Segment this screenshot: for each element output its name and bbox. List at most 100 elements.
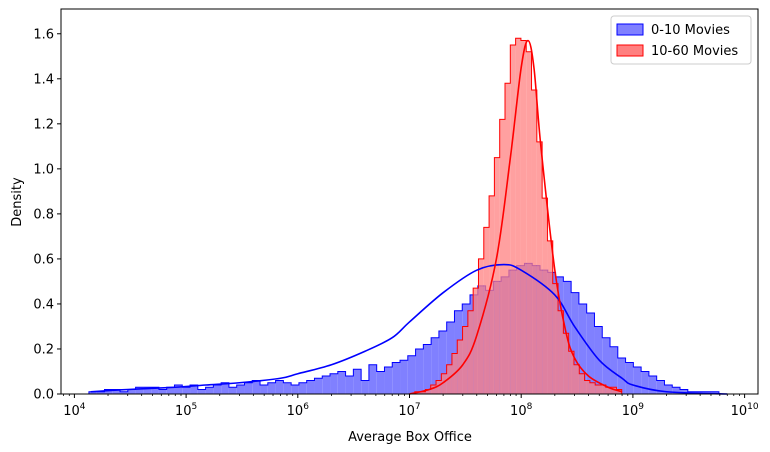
histogram-bin [407,355,416,394]
histogram-bin [617,357,626,394]
histogram-bin [291,384,299,394]
histogram-bin [680,389,688,394]
histogram-bin [213,384,222,394]
legend-swatch [616,23,644,36]
x-tick-label: 105 [175,402,197,419]
histogram-bin [584,380,590,394]
histogram-bin [648,375,657,394]
histogram-bin [457,339,463,394]
histogram-bin [633,366,642,394]
x-axis: 104 105 106 107 108 109 1010 [63,394,759,419]
histogram-bin [298,382,307,394]
x-tick-label: 107 [398,402,420,419]
legend-swatch [616,44,644,57]
histogram-bin [625,362,634,394]
legend-label: 0-10 Movies [651,23,730,38]
histogram-bin [611,387,617,394]
histogram-bin [536,141,543,394]
histogram-bin [589,382,596,394]
histogram-bin [425,389,431,394]
histogram-bin [267,382,276,394]
histogram-bin [568,351,574,394]
histogram-bin [392,362,401,394]
histogram-bin [306,380,315,394]
histogram-bin [96,391,105,394]
y-tick-label: 0.4 [33,297,54,312]
histogram-bin [563,333,569,394]
histogram-bin [322,375,331,394]
legend: 0-10 Movies 10-60 Movies [610,15,752,65]
histogram-bin [610,346,618,394]
x-tick-label: 1010 [731,402,759,419]
histogram-bin [499,119,506,394]
histogram-bin [430,384,437,394]
histogram-bin [182,387,191,394]
y-tick-label: 1.6 [33,27,54,42]
histogram-bin [579,373,585,394]
y-axis: 0.0 0.2 0.4 0.6 0.8 1.0 1.2 1.4 1.6 [33,27,61,403]
histogram-bin [656,380,665,394]
histogram-bin [88,391,97,394]
histogram-high [409,37,623,395]
x-tick-label: 108 [510,402,533,419]
histogram-bin [197,389,206,394]
histogram-bin [664,384,673,394]
histogram-bin [376,371,385,394]
y-tick-label: 0.0 [33,388,54,403]
histogram-bin [104,389,113,394]
histogram-bin [190,384,198,394]
y-tick-label: 0.6 [33,252,54,267]
histogram-bin [446,321,455,394]
histogram-bin [438,330,447,394]
y-tick-label: 0.8 [33,207,54,222]
histogram-bin [595,384,601,394]
histogram-bin [558,310,564,394]
histogram-bin [221,382,229,394]
x-tick-label: 106 [287,402,310,419]
histogram-bin [520,40,527,394]
histogram-bin [672,387,681,394]
histogram-bin [431,337,439,394]
histogram-bin [494,157,500,394]
histogram-bin [552,283,559,394]
histogram-step-outline [409,37,623,395]
histogram-bin [571,292,579,394]
histogram-bin [361,380,369,394]
histogram-bin [641,371,649,394]
histogram-bin [586,312,595,394]
histogram-bin [547,240,553,394]
histogram-bin [120,391,128,394]
histogram-bin [510,45,516,395]
histogram-step-outline [88,262,720,394]
histogram-bin [423,344,432,394]
x-axis-label: Average Box Office [348,430,472,445]
histogram-bin [345,375,354,394]
x-tick-label: 104 [63,402,86,419]
x-tick-label: 109 [622,402,645,419]
histogram-bin [143,387,152,394]
histogram-bin [353,369,362,394]
kde-line-low [90,263,728,395]
y-tick-label: 1.0 [33,162,54,177]
kde-line-high [409,39,623,395]
histogram-bin [600,384,606,394]
histogram-bin [283,382,292,394]
histogram-bin [135,387,144,394]
histogram-bin [420,391,426,394]
histogram-bin [236,384,245,394]
histogram-bin [542,198,548,394]
histogram-bin [446,364,452,394]
legend-box [610,15,752,65]
histogram-bin [174,384,183,394]
histogram-bin [473,288,479,394]
histogram-bin [573,364,580,394]
histogram-bin [605,387,612,394]
y-axis-label: Density [10,177,25,227]
histogram-bin [478,258,484,394]
histogram-bin [158,389,167,394]
histogram-bin [166,387,175,394]
histogram-bin [384,366,393,394]
histogram-bin [252,380,261,394]
histogram-bin [314,378,323,394]
